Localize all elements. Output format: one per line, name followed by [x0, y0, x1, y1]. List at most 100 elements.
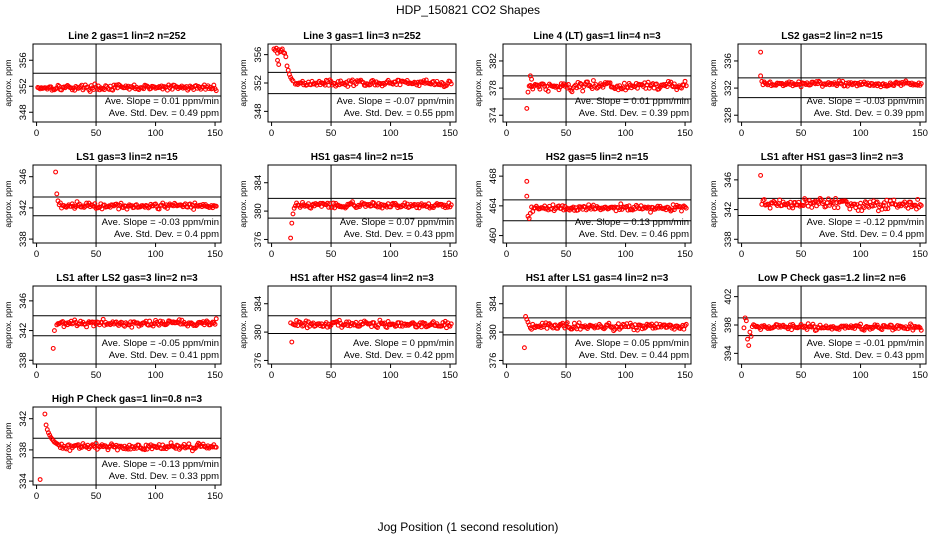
data-point: [529, 326, 535, 332]
x-tick-label: 100: [383, 249, 399, 260]
data-point: [527, 210, 533, 216]
slope-annotation: Ave. Slope = 0 ppm/min: [353, 338, 454, 349]
y-axis-label: approx. ppm: [3, 422, 13, 469]
x-tick-label: 100: [148, 249, 164, 260]
slope-annotation: Ave. Slope = -0.05 ppm/min: [102, 338, 219, 349]
x-tick-label: 50: [91, 249, 102, 260]
y-tick-label: 376: [488, 353, 499, 369]
data-point: [524, 193, 530, 199]
plot-frame: [32, 285, 222, 365]
x-tick-label: 50: [326, 128, 337, 139]
data-point: [835, 205, 841, 211]
data-point: [626, 203, 632, 209]
data-point: [654, 81, 659, 87]
data-point: [669, 325, 675, 331]
panel: Line 2 gas=1 lin=2 n=252 0 50 100 150 348 352 3…: [3, 31, 223, 139]
data-point: [92, 201, 98, 207]
data-point: [760, 198, 766, 204]
y-axis-label: approx. ppm: [3, 301, 13, 348]
data-point: [878, 202, 884, 208]
data-point: [73, 204, 79, 210]
plot-frame: [502, 285, 692, 365]
data-point: [288, 320, 294, 326]
panel: High P Check gas=1 lin=0.8 n=3 0 50 100 150 3…: [3, 394, 223, 502]
data-point: [669, 207, 675, 213]
y-tick-label: 352: [18, 78, 29, 94]
x-tick-label: 0: [739, 249, 744, 260]
data-point: [291, 205, 297, 211]
data-point: [447, 323, 453, 329]
data-point: [806, 198, 812, 204]
data-point: [53, 169, 59, 175]
data-point: [290, 78, 296, 84]
data-point: [812, 198, 818, 204]
data-point: [419, 324, 424, 330]
plot-frame: [737, 164, 927, 244]
panel: LS1 gas=3 lin=2 n=15 0 50 100 150 338 342 346 ap…: [3, 152, 223, 260]
data-point: [521, 345, 527, 351]
data-point: [679, 208, 684, 214]
data-point: [67, 448, 73, 453]
data-point: [621, 80, 627, 86]
data-point: [746, 343, 752, 349]
y-axis-label: approx. ppm: [708, 59, 718, 106]
data-point: [537, 86, 543, 92]
panel: LS1 after HS1 gas=3 lin=2 n=3 0 50 100 150 33…: [708, 152, 928, 260]
y-tick-label: 384: [488, 296, 499, 312]
panel: LS1 after LS2 gas=3 lin=2 n=3 0 50 100 150 33…: [3, 273, 223, 381]
data-point: [129, 324, 135, 330]
data-point: [43, 422, 49, 428]
data-point: [902, 199, 908, 205]
data-point: [193, 445, 199, 451]
data-point: [916, 80, 922, 86]
data-point: [328, 322, 334, 328]
data-point: [786, 79, 792, 85]
data-point: [825, 196, 831, 202]
y-tick-label: 376: [253, 232, 264, 248]
slope-annotation: Ave. Slope = -0.01 ppm/min: [807, 338, 924, 349]
data-point: [275, 57, 280, 63]
data-point: [880, 202, 886, 208]
slope-annotation: Ave. Slope = 0.05 ppm/min: [575, 338, 689, 349]
data-point: [747, 329, 753, 335]
y-axis-label: approx. ppm: [708, 301, 718, 348]
data-point: [918, 81, 924, 87]
y-tick-label: 378: [488, 80, 499, 96]
data-point: [645, 79, 651, 85]
x-tick-label: 0: [269, 128, 274, 139]
data-point: [918, 203, 924, 208]
y-tick-label: 380: [488, 324, 499, 340]
data-point: [648, 209, 653, 215]
data-point: [439, 79, 445, 85]
data-point: [790, 205, 796, 211]
data-point: [524, 178, 530, 184]
x-tick-label: 150: [442, 128, 458, 139]
plot-frame: [267, 285, 457, 365]
x-tick-label: 0: [739, 370, 744, 381]
data-point: [780, 83, 786, 89]
data-point: [858, 321, 864, 327]
plot-frame: [32, 164, 222, 244]
data-point: [176, 317, 182, 323]
data-point: [289, 339, 295, 345]
data-point: [583, 324, 589, 330]
data-point: [309, 202, 315, 208]
data-point: [445, 204, 451, 210]
data-point: [161, 203, 167, 209]
data-point: [525, 89, 531, 95]
y-axis-label: approx. ppm: [708, 180, 718, 227]
data-point: [872, 202, 878, 208]
y-tick-label: 356: [18, 52, 29, 68]
data-point: [683, 205, 689, 211]
x-tick-label: 0: [269, 370, 274, 381]
x-tick-label: 150: [912, 128, 928, 139]
stddev-annotation: Ave. Std. Dev. = 0.39 ppm: [579, 108, 689, 119]
stddev-annotation: Ave. Std. Dev. = 0.43 ppm: [344, 229, 454, 240]
stddev-annotation: Ave. Std. Dev. = 0.55 ppm: [344, 108, 454, 119]
x-tick-label: 50: [326, 249, 337, 260]
panel-title: LS1 after HS1 gas=3 lin=2 n=3: [761, 152, 904, 163]
data-point: [160, 319, 166, 325]
x-tick-label: 0: [34, 491, 39, 502]
data-point: [840, 78, 846, 84]
data-point: [575, 79, 581, 85]
